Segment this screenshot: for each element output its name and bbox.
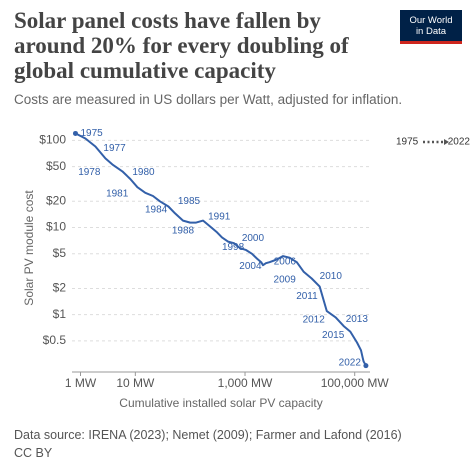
point-label: 1981 (106, 189, 129, 200)
x-tick-label: 10 MW (116, 376, 155, 390)
point-label: 1975 (80, 128, 103, 139)
x-tick-label: 1 MW (65, 376, 97, 390)
point-label: 1991 (208, 211, 231, 222)
start-dot (72, 130, 78, 136)
y-tick-label: $50 (46, 159, 66, 173)
point-label: 2004 (239, 261, 262, 272)
end-dot (363, 363, 369, 369)
point-label: 2011 (296, 291, 318, 302)
point-label: 2015 (322, 330, 345, 341)
logo[interactable]: Our World in Data (400, 10, 462, 44)
y-tick-label: $2 (53, 281, 67, 295)
point-label: 2000 (242, 233, 265, 244)
point-label: 2013 (346, 314, 369, 325)
point-label: 1998 (222, 242, 245, 253)
y-tick-label: $20 (46, 193, 66, 207)
point-label: 1984 (145, 205, 168, 216)
point-label: 1977 (103, 143, 126, 154)
point-label: 2010 (320, 271, 343, 282)
y-tick-label: $100 (39, 133, 66, 147)
time-start[interactable]: 1975 (396, 137, 419, 148)
y-tick-label: $5 (53, 246, 67, 260)
point-label: 1980 (132, 167, 155, 178)
y-tick-label: $0.5 (43, 333, 67, 347)
x-tick-label: 1,000 MW (218, 376, 273, 390)
logo-text: Our World (409, 15, 453, 26)
y-axis-title: Solar PV module cost (22, 190, 36, 306)
point-label: 1985 (178, 196, 201, 207)
license: CC BY (14, 446, 53, 460)
logo-text: in Data (415, 26, 447, 37)
x-tick-label: 100,000 MW (321, 376, 390, 390)
point-label: 2006 (274, 257, 297, 268)
y-tick-label: $1 (53, 307, 67, 321)
time-end[interactable]: 2022 (448, 137, 471, 148)
time-arrow (444, 139, 449, 145)
point-label: 1988 (172, 225, 195, 236)
data-line (75, 132, 367, 367)
x-axis-title: Cumulative installed solar PV capacity (119, 396, 322, 410)
point-label: 1978 (78, 167, 101, 178)
chart-title: Solar panel costs have fallen by around … (14, 8, 349, 83)
point-label: 2009 (274, 274, 297, 285)
source-note: Data source: IRENA (2023); Nemet (2009);… (14, 428, 402, 442)
y-tick-label: $10 (46, 220, 66, 234)
chart-subtitle: Costs are measured in US dollars per Wat… (14, 92, 403, 107)
point-label: 2012 (303, 315, 326, 326)
point-label: 2022 (339, 357, 362, 368)
